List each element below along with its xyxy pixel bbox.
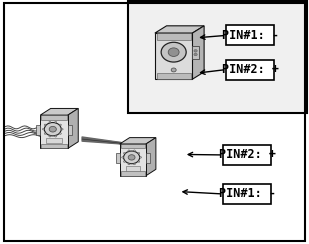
Circle shape [138, 161, 140, 162]
Bar [223, 145, 271, 165]
Polygon shape [68, 108, 78, 148]
Bar [223, 184, 271, 204]
Circle shape [44, 133, 46, 134]
Text: PIN#2: +: PIN#2: + [219, 148, 276, 162]
Circle shape [61, 128, 63, 130]
Circle shape [128, 155, 135, 160]
Circle shape [122, 157, 124, 158]
Bar [193, 46, 199, 60]
Circle shape [194, 53, 197, 56]
Circle shape [128, 150, 130, 151]
Circle shape [161, 42, 186, 62]
Circle shape [171, 68, 176, 72]
Circle shape [128, 163, 130, 165]
Polygon shape [155, 26, 204, 33]
Polygon shape [146, 138, 156, 176]
Bar [121, 171, 145, 176]
Circle shape [59, 133, 61, 134]
Polygon shape [193, 26, 204, 79]
Text: PIN#1: -: PIN#1: - [222, 29, 279, 42]
Bar [226, 25, 274, 45]
Text: PIN#2: +: PIN#2: + [222, 63, 279, 76]
Bar [155, 33, 193, 79]
Circle shape [55, 121, 57, 123]
Bar [36, 125, 40, 135]
Circle shape [124, 161, 125, 162]
Bar [126, 166, 140, 171]
Circle shape [138, 152, 140, 154]
Bar [41, 115, 67, 120]
Circle shape [168, 48, 179, 56]
Circle shape [59, 124, 61, 126]
Circle shape [124, 152, 125, 154]
Circle shape [49, 121, 51, 123]
Bar [41, 144, 67, 148]
Circle shape [124, 151, 140, 164]
Circle shape [49, 135, 51, 137]
Polygon shape [120, 138, 156, 144]
Bar [120, 144, 146, 176]
Bar [146, 153, 150, 163]
Circle shape [49, 126, 56, 132]
Circle shape [44, 122, 61, 136]
Circle shape [133, 150, 135, 151]
Bar [157, 33, 191, 40]
Text: PIN#1: -: PIN#1: - [219, 187, 276, 201]
Bar [121, 144, 145, 148]
Bar [116, 153, 120, 163]
Circle shape [140, 157, 142, 158]
Bar [128, 1, 307, 113]
Circle shape [42, 128, 44, 130]
Circle shape [194, 50, 197, 52]
Circle shape [133, 163, 135, 165]
Bar [46, 138, 62, 143]
Bar [68, 125, 72, 135]
Polygon shape [40, 108, 78, 115]
Circle shape [55, 135, 57, 137]
Bar [157, 73, 191, 79]
Circle shape [44, 124, 46, 126]
Bar [40, 115, 68, 148]
Bar [226, 60, 274, 80]
